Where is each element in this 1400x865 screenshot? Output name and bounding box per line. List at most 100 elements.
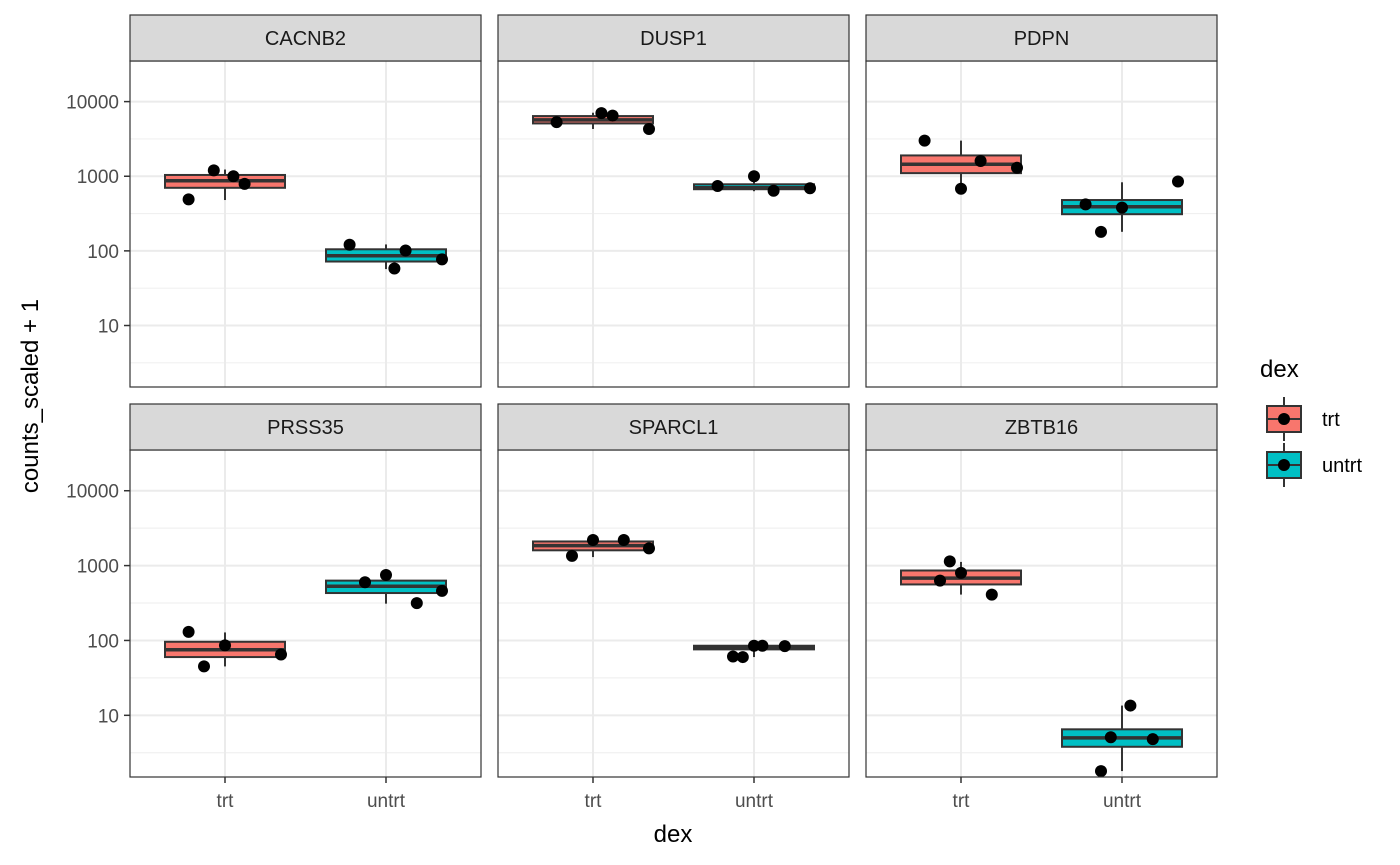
box-untrt bbox=[325, 238, 448, 275]
data-point bbox=[198, 660, 210, 673]
x-tick-label: trt bbox=[585, 791, 603, 812]
data-point bbox=[219, 639, 231, 652]
data-point bbox=[955, 182, 967, 195]
box-untrt bbox=[693, 639, 815, 664]
box-trt bbox=[900, 134, 1023, 195]
y-tick-label: 10 bbox=[98, 317, 119, 338]
data-point bbox=[748, 639, 760, 652]
data-point bbox=[1104, 731, 1117, 744]
legend-title: dex bbox=[1260, 356, 1299, 383]
data-point bbox=[804, 182, 816, 195]
data-point bbox=[943, 555, 956, 568]
data-point bbox=[727, 650, 739, 663]
data-point bbox=[436, 584, 448, 597]
data-point bbox=[748, 170, 760, 183]
legend-key-point bbox=[1278, 413, 1290, 425]
data-point bbox=[974, 155, 987, 168]
facet-strip-label: CACNB2 bbox=[265, 28, 346, 50]
data-point bbox=[643, 122, 655, 135]
panel-background bbox=[498, 450, 849, 777]
data-point bbox=[410, 597, 423, 610]
y-tick-label: 10000 bbox=[66, 93, 119, 114]
facet-panel: CACNB2 bbox=[129, 14, 482, 388]
data-point bbox=[1146, 733, 1159, 746]
panel-background bbox=[866, 61, 1217, 387]
data-point bbox=[1079, 198, 1092, 211]
data-point bbox=[595, 107, 608, 120]
data-point bbox=[918, 134, 931, 147]
y-tick-label: 10 bbox=[98, 706, 119, 727]
data-point bbox=[227, 170, 240, 183]
data-point bbox=[343, 238, 356, 251]
y-axis-title: counts_scaled + 1 bbox=[17, 299, 44, 493]
facet-strip-label: PRSS35 bbox=[267, 417, 344, 439]
data-point bbox=[182, 625, 195, 638]
box-untrt bbox=[325, 568, 448, 610]
legend-label: untrt bbox=[1322, 455, 1362, 477]
data-point bbox=[550, 116, 563, 129]
data-point bbox=[643, 542, 655, 555]
facet-strip-label: DUSP1 bbox=[640, 28, 707, 50]
data-point bbox=[399, 244, 412, 257]
box-trt bbox=[164, 164, 286, 206]
facet-strip bbox=[865, 14, 1218, 62]
data-point bbox=[1116, 201, 1128, 214]
data-point bbox=[955, 566, 967, 579]
facet-strip-label: SPARCL1 bbox=[629, 417, 719, 439]
box-untrt bbox=[693, 170, 816, 197]
x-tick-label: trt bbox=[217, 791, 235, 812]
y-tick-label: 1000 bbox=[77, 557, 119, 578]
x-tick-label: untrt bbox=[735, 791, 774, 812]
facet-strip bbox=[129, 403, 482, 451]
data-point bbox=[617, 533, 630, 546]
x-tick-label: untrt bbox=[1103, 791, 1142, 812]
x-axis-title: dex bbox=[654, 821, 693, 848]
panel-background bbox=[130, 450, 481, 777]
legend-label: trt bbox=[1322, 409, 1340, 431]
box-trt bbox=[532, 533, 655, 562]
legend-key bbox=[1266, 397, 1302, 441]
facet-panel: PDPN bbox=[865, 14, 1218, 388]
facet-strip bbox=[497, 403, 850, 451]
data-point bbox=[380, 568, 392, 581]
box-untrt bbox=[1061, 699, 1183, 778]
y-tick-label: 100 bbox=[87, 242, 119, 263]
data-point bbox=[1011, 161, 1023, 174]
facet-panel: PRSS35 bbox=[129, 403, 482, 778]
y-tick-label: 10000 bbox=[66, 482, 119, 503]
data-point bbox=[778, 640, 791, 653]
facet-strip bbox=[865, 403, 1218, 451]
panel-background bbox=[866, 450, 1217, 777]
data-point bbox=[1095, 225, 1107, 238]
y-tick-label: 1000 bbox=[77, 167, 119, 188]
data-point bbox=[1172, 175, 1184, 188]
data-point bbox=[359, 576, 371, 589]
data-point bbox=[711, 179, 724, 192]
data-point bbox=[736, 651, 749, 664]
data-point bbox=[436, 253, 448, 266]
data-point bbox=[1095, 765, 1107, 778]
data-point bbox=[934, 574, 946, 587]
legend-key-point bbox=[1278, 459, 1290, 471]
x-tick-label: trt bbox=[953, 791, 971, 812]
data-point bbox=[207, 164, 220, 177]
data-point bbox=[566, 549, 578, 562]
data-point bbox=[1124, 699, 1137, 712]
data-point bbox=[587, 533, 599, 546]
panel-background bbox=[130, 61, 481, 387]
facet-strip bbox=[129, 14, 482, 62]
facet-panel: ZBTB16 bbox=[865, 403, 1218, 778]
y-tick-label: 100 bbox=[87, 631, 119, 652]
data-point bbox=[388, 262, 401, 275]
data-point bbox=[756, 639, 769, 652]
legend: dex trt untrt bbox=[1260, 356, 1362, 487]
data-point bbox=[767, 184, 780, 197]
box-trt bbox=[532, 107, 655, 135]
data-point bbox=[606, 109, 619, 122]
facet-panel: DUSP1 bbox=[497, 14, 850, 388]
panel-background bbox=[498, 61, 849, 387]
x-tick-label: untrt bbox=[367, 791, 406, 812]
data-point bbox=[238, 177, 251, 190]
facet-strip-label: PDPN bbox=[1014, 28, 1070, 50]
data-point bbox=[275, 648, 287, 661]
